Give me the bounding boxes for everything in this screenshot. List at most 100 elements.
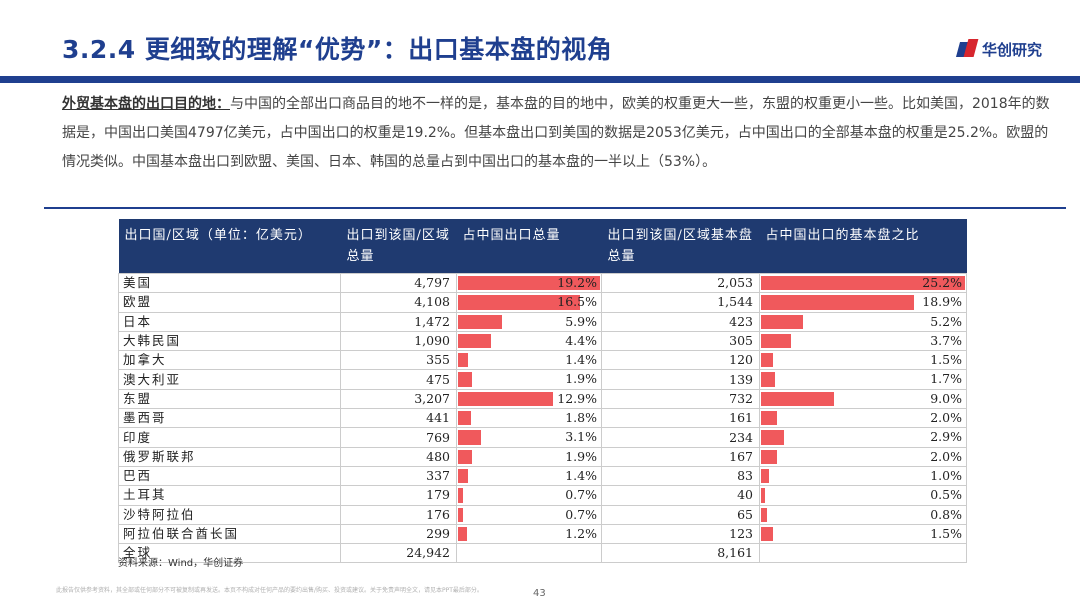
share-value: 0.7% — [565, 506, 597, 522]
table-header-row: 出口国/区域（单位：亿美元） 出口到该国/区域总量 占中国出口总量 出口到该国/… — [118, 219, 967, 274]
share-value: 16.5% — [557, 294, 597, 310]
header-base-share: 占中国出口的基本盘之比 — [759, 219, 967, 274]
base-share-cell: 5.2% — [759, 311, 967, 332]
share-value: 0.8% — [930, 506, 962, 522]
region-name-cell: 巴西 — [118, 465, 341, 487]
share-bar — [761, 468, 770, 484]
share-value: 1.7% — [930, 371, 962, 387]
share-bar — [458, 507, 464, 522]
region-name-cell: 阿拉伯联合酋长国 — [118, 523, 341, 545]
total-cell: 1,090 — [340, 330, 457, 352]
logo-icon — [955, 39, 979, 59]
share-bar — [458, 276, 600, 291]
header-divider — [0, 76, 1080, 83]
share-bar — [761, 391, 834, 407]
share-bar — [458, 449, 473, 464]
summary-paragraph: 外贸基本盘的出口目的地：与中国的全部出口商品目的地不一样的是，基本盘的目的地中，… — [62, 90, 1062, 177]
base-total-cell: 167 — [601, 446, 760, 467]
region-name-cell: 欧盟 — [118, 292, 341, 313]
base-total-cell: 40 — [601, 485, 760, 506]
header-share: 占中国出口总量 — [456, 219, 602, 274]
disclaimer-footer: 此报告仅供参考资料，其全部或任何部分不可被复制或再发送。本页不构成对任何产品的要… — [56, 587, 483, 594]
share-cell: 1.9% — [456, 369, 602, 390]
table-row: 加拿大 355 1.4% 120 1.5% — [118, 350, 967, 371]
page-number: 43 — [533, 588, 546, 599]
share-bar — [761, 295, 914, 310]
share-value: 9.0% — [930, 390, 962, 406]
share-cell: 0.7% — [456, 504, 602, 525]
base-share-cell: 2.0% — [759, 446, 967, 467]
region-name-cell: 大韩民国 — [118, 330, 341, 352]
table-row: 美国 4,797 19.2% 2,053 25.2% — [118, 272, 967, 294]
table-row: 大韩民国 1,090 4.4% 305 3.7% — [118, 330, 967, 352]
base-total-cell: 423 — [601, 311, 760, 332]
share-value: 1.0% — [930, 467, 962, 483]
table-row: 欧盟 4,108 16.5% 1,544 18.9% — [118, 292, 967, 313]
paragraph-body: 与中国的全部出口商品目的地不一样的是，基本盘的目的地中，欧美的权重更大一些，东盟… — [62, 96, 1050, 170]
region-name-cell: 美国 — [118, 272, 341, 294]
share-value: 25.2% — [922, 275, 962, 290]
table-row: 全球 24,942 8,161 — [118, 543, 967, 564]
base-share-cell: 18.9% — [759, 292, 967, 313]
export-destination-table: 出口国/区域（单位：亿美元） 出口到该国/区域总量 占中国出口总量 出口到该国/… — [118, 219, 967, 564]
base-total-cell: 234 — [601, 427, 760, 448]
share-value: 4.4% — [565, 332, 597, 348]
region-name-cell: 加拿大 — [118, 350, 341, 371]
share-bar — [761, 430, 785, 445]
region-name-cell: 东盟 — [118, 388, 341, 410]
share-bar — [458, 526, 467, 542]
table-row: 日本 1,472 5.9% 423 5.2% — [118, 311, 967, 332]
base-share-cell — [759, 543, 967, 564]
base-total-cell: 83 — [601, 465, 760, 487]
table-row: 墨西哥 441 1.8% 161 2.0% — [118, 408, 967, 429]
base-total-cell: 305 — [601, 330, 760, 352]
share-bar — [761, 314, 804, 329]
share-value: 2.0% — [930, 448, 962, 464]
export-table-container: 出口国/区域（单位：亿美元） 出口到该国/区域总量 占中国出口总量 出口到该国/… — [118, 219, 967, 564]
share-bar — [761, 488, 766, 503]
share-value: 0.5% — [930, 487, 962, 503]
share-bar — [761, 411, 778, 426]
share-bar — [761, 449, 778, 464]
table-body: 美国 4,797 19.2% 2,053 25.2% 欧盟 4,108 16.5% 1,544 1… — [118, 272, 967, 564]
share-bar — [761, 353, 774, 368]
base-share-cell: 1.0% — [759, 465, 967, 487]
share-value: 1.8% — [565, 410, 597, 426]
share-cell: 4.4% — [456, 330, 602, 352]
share-bar — [458, 488, 464, 503]
table-row: 沙特阿拉伯 176 0.7% 65 0.8% — [118, 504, 967, 525]
share-bar — [761, 333, 791, 349]
base-share-cell: 2.9% — [759, 427, 967, 448]
base-total-cell: 161 — [601, 408, 760, 429]
share-value: 2.9% — [930, 429, 962, 445]
share-value: 5.2% — [930, 313, 962, 329]
share-value: 2.0% — [930, 410, 962, 426]
base-total-cell: 139 — [601, 369, 760, 390]
share-cell: 12.9% — [456, 388, 602, 410]
share-value: 5.9% — [565, 313, 597, 329]
base-total-cell: 2,053 — [601, 272, 760, 294]
share-bar — [761, 276, 965, 291]
share-cell — [456, 543, 602, 564]
table-row: 澳大利亚 475 1.9% 139 1.7% — [118, 369, 967, 390]
base-share-cell: 3.7% — [759, 330, 967, 352]
share-cell: 5.9% — [456, 311, 602, 332]
total-cell: 337 — [340, 465, 457, 487]
share-cell: 1.2% — [456, 523, 602, 545]
base-share-cell: 9.0% — [759, 388, 967, 410]
share-bar — [458, 353, 469, 368]
table-row: 土耳其 179 0.7% 40 0.5% — [118, 485, 967, 506]
share-cell: 1.4% — [456, 350, 602, 371]
total-cell: 769 — [340, 427, 457, 448]
total-cell: 179 — [340, 485, 457, 506]
share-bar — [458, 430, 481, 445]
base-share-cell: 1.7% — [759, 369, 967, 390]
total-cell: 1,472 — [340, 311, 457, 332]
base-total-cell: 65 — [601, 504, 760, 525]
base-total-cell: 732 — [601, 388, 760, 410]
base-share-cell: 0.5% — [759, 485, 967, 506]
region-name-cell: 日本 — [118, 311, 341, 332]
section-divider — [44, 207, 1066, 209]
share-value: 12.9% — [557, 390, 597, 406]
share-cell: 0.7% — [456, 485, 602, 506]
